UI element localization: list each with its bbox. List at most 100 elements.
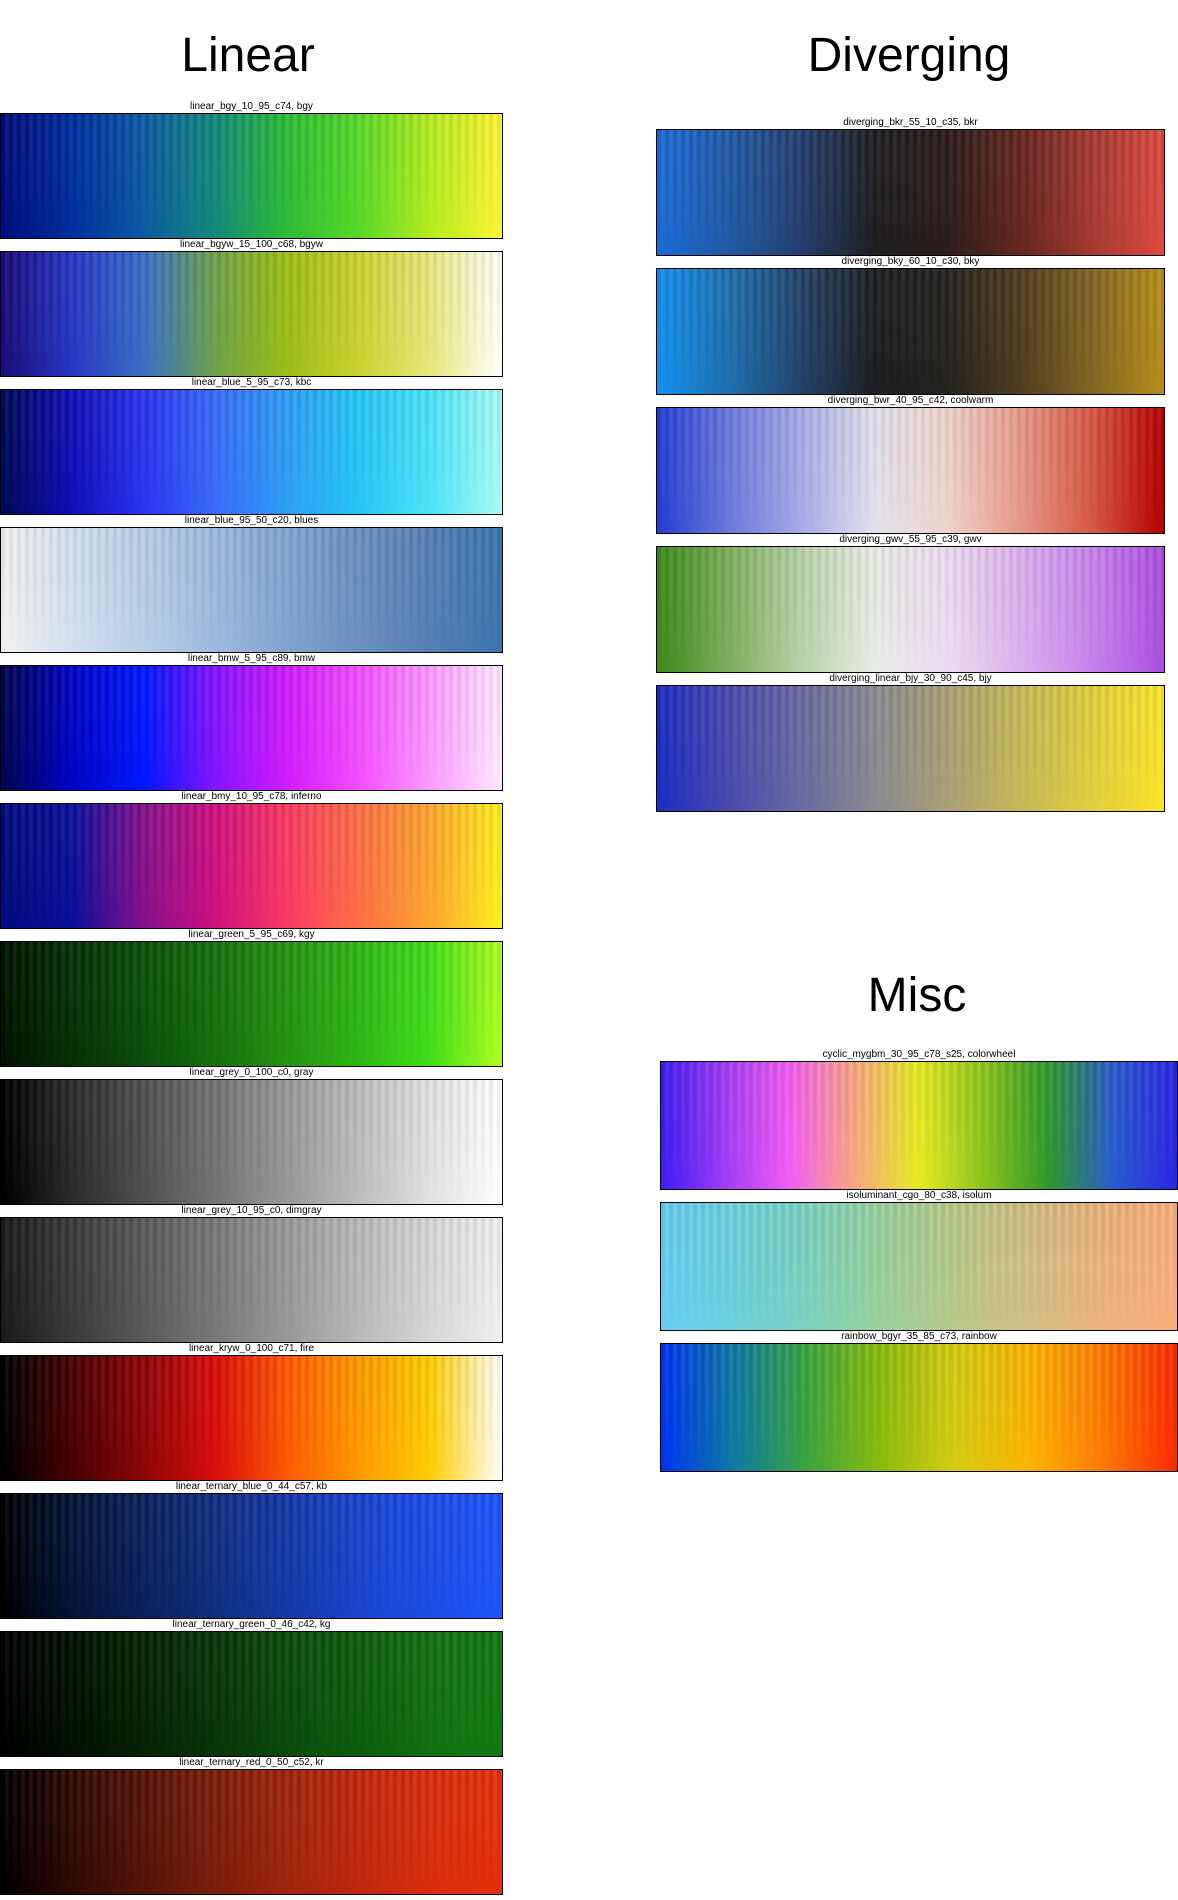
colormap-item: linear_bmw_5_95_c89, bmw — [0, 653, 503, 791]
colormap-swatch — [0, 389, 503, 515]
colormap-item: linear_blue_5_95_c73, kbc — [0, 377, 503, 515]
colormap-gradient — [661, 1062, 1177, 1189]
colormap-label: cyclic_mygbm_30_95_c78_s25, colorwheel — [822, 1049, 1016, 1060]
colormap-item: linear_grey_10_95_c0, dimgray — [0, 1205, 503, 1343]
colormap-gradient — [1, 1494, 502, 1618]
colormap-banding — [1, 252, 502, 376]
colormap-label: linear_ternary_red_0_50_c52, kr — [179, 1757, 324, 1768]
colormap-item: diverging_linear_bjy_30_90_c45, bjy — [656, 673, 1165, 812]
colormap-swatch — [0, 1079, 503, 1205]
colormap-swatch — [0, 1769, 503, 1895]
colormap-label: diverging_bkr_55_10_c35, bkr — [843, 117, 978, 128]
colormap-label: diverging_linear_bjy_30_90_c45, bjy — [829, 673, 992, 684]
colormap-label: linear_ternary_green_0_46_c42, kg — [172, 1619, 331, 1630]
colormap-gradient — [1, 252, 502, 376]
colormap-banding — [1, 804, 502, 928]
linear-heading: Linear — [181, 29, 315, 82]
colormap-banding — [1, 1494, 502, 1618]
colormap-swatch — [0, 251, 503, 377]
colormap-item: diverging_bkr_55_10_c35, bkr — [656, 117, 1165, 256]
colormap-label: linear_kryw_0_100_c71, fire — [188, 1343, 315, 1354]
colormap-gradient — [1, 1356, 502, 1480]
colormap-swatch — [660, 1343, 1178, 1472]
colormap-gradient — [1, 804, 502, 928]
colormap-swatch — [0, 665, 503, 791]
colormap-item: isoluminant_cgo_80_c38, isolum — [660, 1190, 1178, 1331]
colormap-banding — [1, 528, 502, 652]
colormap-label: linear_blue_5_95_c73, kbc — [191, 377, 312, 388]
colormap-item: linear_blue_95_50_c20, blues — [0, 515, 503, 653]
colormap-item: linear_bgyw_15_100_c68, bgyw — [0, 239, 503, 377]
colormap-banding — [1, 942, 502, 1066]
colormap-label: linear_green_5_95_c69, kgy — [188, 929, 315, 940]
colormap-banding — [661, 1344, 1177, 1471]
colormap-gradient — [661, 1344, 1177, 1471]
colormap-banding — [1, 1770, 502, 1894]
colormap-gradient — [657, 547, 1164, 672]
colormap-label: linear_bgyw_15_100_c68, bgyw — [180, 239, 323, 250]
colormap-swatch — [660, 1202, 1178, 1331]
colormap-gradient — [1, 1632, 502, 1756]
colormap-item: linear_ternary_green_0_46_c42, kg — [0, 1619, 503, 1757]
colormap-item: linear_kryw_0_100_c71, fire — [0, 1343, 503, 1481]
colormap-label: linear_bmw_5_95_c89, bmw — [187, 653, 316, 664]
colormap-banding — [657, 269, 1164, 394]
colormap-label: diverging_bky_60_10_c30, bky — [841, 256, 980, 267]
colormap-item: linear_grey_0_100_c0, gray — [0, 1067, 503, 1205]
colormap-swatch — [656, 685, 1165, 812]
colormap-gradient — [657, 686, 1164, 811]
colormap-swatch — [0, 1217, 503, 1343]
colormap-label: linear_ternary_blue_0_44_c57, kb — [175, 1481, 328, 1492]
colormap-swatch — [656, 546, 1165, 673]
colormap-item: linear_ternary_blue_0_44_c57, kb — [0, 1481, 503, 1619]
colormap-label: diverging_gwv_55_95_c39, gwv — [839, 534, 982, 545]
colormap-swatch — [656, 129, 1165, 256]
colormap-item: linear_ternary_red_0_50_c52, kr — [0, 1757, 503, 1895]
colormap-item: rainbow_bgyr_35_85_c73, rainbow — [660, 1331, 1178, 1472]
colormap-swatch — [660, 1061, 1178, 1190]
colormap-banding — [1, 1080, 502, 1204]
colormap-banding — [657, 130, 1164, 255]
colormap-gradient — [657, 408, 1164, 533]
colormap-gradient — [1, 1770, 502, 1894]
colormap-gradient — [1, 390, 502, 514]
colormap-banding — [657, 408, 1164, 533]
colormap-label: linear_bgy_10_95_c74, bgy — [190, 101, 313, 112]
colormap-swatch — [656, 407, 1165, 534]
colormap-gradient — [1, 666, 502, 790]
colormap-item: cyclic_mygbm_30_95_c78_s25, colorwheel — [660, 1049, 1178, 1190]
colormap-gradient — [657, 130, 1164, 255]
colormap-banding — [1, 1218, 502, 1342]
colormap-item: diverging_bwr_40_95_c42, coolwarm — [656, 395, 1165, 534]
misc-colormap-group: cyclic_mygbm_30_95_c78_s25, colorwheel is… — [660, 1049, 1178, 1472]
colormap-banding — [1, 1632, 502, 1756]
colormap-banding — [1, 390, 502, 514]
colormap-swatch — [0, 1631, 503, 1757]
colormap-label: isoluminant_cgo_80_c38, isolum — [846, 1190, 992, 1201]
colormap-swatch — [0, 113, 503, 239]
colormap-label: linear_blue_95_50_c20, blues — [184, 515, 319, 526]
colormap-banding — [661, 1062, 1177, 1189]
colormap-item: diverging_gwv_55_95_c39, gwv — [656, 534, 1165, 673]
colormap-swatch — [0, 527, 503, 653]
diverging-colormap-group: diverging_bkr_55_10_c35, bkr diverging_bk… — [656, 117, 1165, 812]
linear-colormap-group: linear_bgy_10_95_c74, bgy linear_bgyw_15_… — [0, 101, 503, 1895]
colormap-swatch — [656, 268, 1165, 395]
colormap-item: linear_bgy_10_95_c74, bgy — [0, 101, 503, 239]
colormap-banding — [1, 1356, 502, 1480]
colormap-item: linear_bmy_10_95_c78, inferno — [0, 791, 503, 929]
colormap-banding — [661, 1203, 1177, 1330]
colormap-gradient — [1, 1218, 502, 1342]
colormap-item: linear_green_5_95_c69, kgy — [0, 929, 503, 1067]
colormap-label: linear_bmy_10_95_c78, inferno — [181, 791, 322, 802]
colormap-gradient — [1, 114, 502, 238]
colormap-gradient — [1, 1080, 502, 1204]
colormap-swatch — [0, 803, 503, 929]
colormap-label: linear_grey_0_100_c0, gray — [189, 1067, 314, 1078]
colormap-label: linear_grey_10_95_c0, dimgray — [181, 1205, 322, 1216]
colormap-swatch — [0, 1355, 503, 1481]
misc-heading: Misc — [867, 969, 967, 1022]
colormap-gradient — [657, 269, 1164, 394]
colormap-label: diverging_bwr_40_95_c42, coolwarm — [827, 395, 994, 406]
colormap-gradient — [1, 528, 502, 652]
